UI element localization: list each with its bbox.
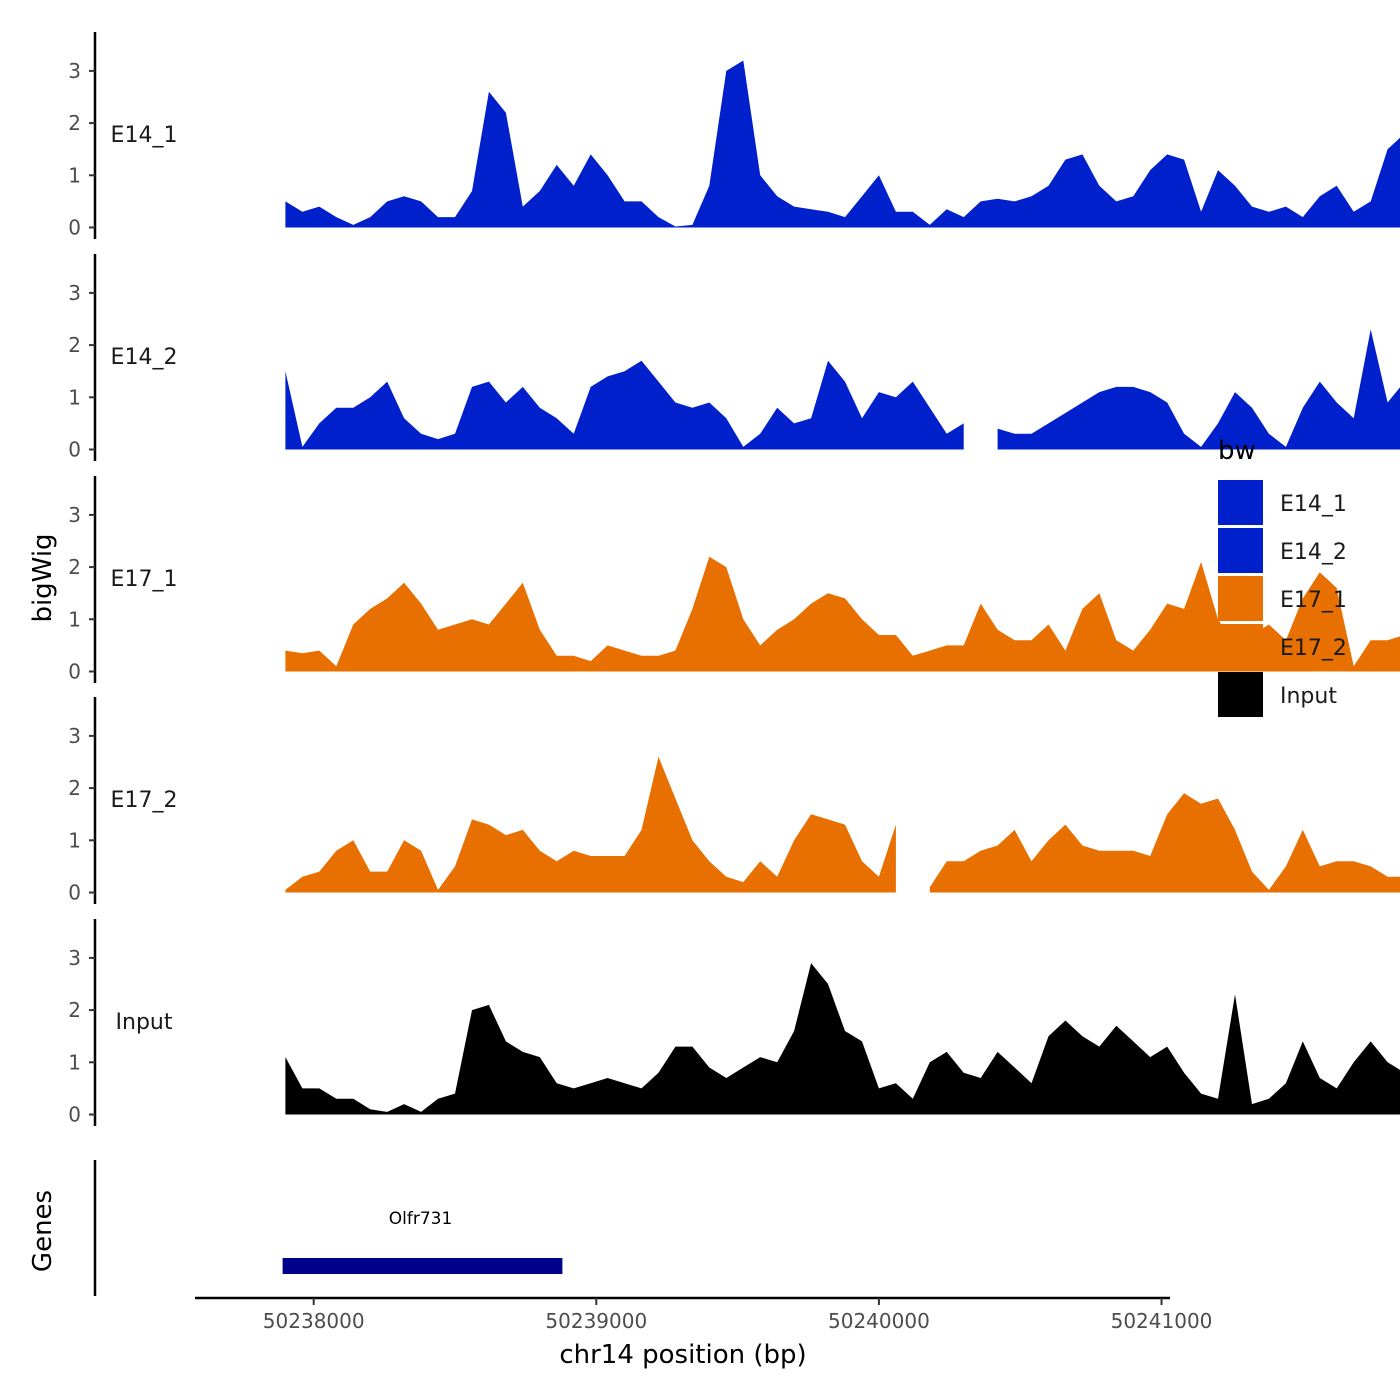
legend-label: E17_2 <box>1280 636 1347 661</box>
y-tick-label: 1 <box>68 163 81 187</box>
signal-area <box>285 60 1400 228</box>
y-tick-label: 2 <box>68 998 81 1022</box>
y-tick-label: 2 <box>68 776 81 800</box>
y-tick-label: 0 <box>68 216 81 240</box>
track-label: Input <box>116 1010 173 1035</box>
legend-swatch <box>1218 576 1263 621</box>
legend-swatch <box>1218 624 1263 669</box>
y-tick-label: 3 <box>68 281 81 305</box>
x-axis-title: chr14 position (bp) <box>559 1340 806 1370</box>
legend-swatch <box>1218 480 1263 525</box>
legend-swatch <box>1218 528 1263 573</box>
y-tick-label: 3 <box>68 724 81 748</box>
y-tick-label: 0 <box>68 881 81 905</box>
signal-area <box>285 556 1400 672</box>
track-panel-e17-2: 0 1 2 3 E17_2 <box>68 697 1400 905</box>
track-label: E17_1 <box>111 567 178 592</box>
y-tick-label: 2 <box>68 555 81 579</box>
y-tick-label: 1 <box>68 385 81 409</box>
x-axis: 50238000 50239000 50240000 50241000 <box>195 1296 1213 1333</box>
track-label: E14_2 <box>111 345 178 370</box>
signal-area <box>929 793 1400 893</box>
track-panel-e17-1: 0 1 2 3 E17_1 <box>68 476 1400 684</box>
legend-label: E14_2 <box>1280 540 1347 565</box>
gene-label: Olfr731 <box>389 1209 453 1229</box>
track-panel-input: 0 1 2 3 Input <box>68 919 1400 1127</box>
legend-label: E17_1 <box>1280 588 1347 613</box>
y-tick-label: 2 <box>68 111 81 135</box>
track-panel-e14-2: 0 1 2 3 E14_2 <box>68 254 1400 462</box>
legend-label: E14_1 <box>1280 492 1347 517</box>
signal-area <box>997 329 1400 450</box>
y-tick-label: 3 <box>68 503 81 527</box>
legend-swatch <box>1218 672 1263 717</box>
y-tick-label: 3 <box>68 946 81 970</box>
genes-axis-title: Genes <box>28 1190 58 1272</box>
genes-panel: Olfr731 <box>93 1160 563 1296</box>
y-tick-label: 3 <box>68 59 81 83</box>
legend: bw E14_1 E14_2 E17_1 E17_2 Input <box>1218 436 1347 717</box>
x-tick-label: 50239000 <box>545 1309 647 1333</box>
y-tick-label: 1 <box>68 1050 81 1074</box>
x-tick-label: 50241000 <box>1111 1309 1213 1333</box>
signal-area <box>285 756 896 893</box>
signal-area <box>285 963 1400 1115</box>
y-tick-label: 1 <box>68 828 81 852</box>
x-tick-label: 50238000 <box>263 1309 365 1333</box>
legend-title: bw <box>1218 436 1256 466</box>
track-label: E14_1 <box>111 123 178 148</box>
y-tick-label: 2 <box>68 333 81 357</box>
y-axis-title: bigWig <box>28 533 58 622</box>
y-tick-label: 1 <box>68 607 81 631</box>
y-tick-label: 0 <box>68 660 81 684</box>
legend-label: Input <box>1280 684 1337 709</box>
signal-area <box>285 360 964 450</box>
y-tick-label: 0 <box>68 1103 81 1127</box>
x-tick-label: 50240000 <box>828 1309 930 1333</box>
gene-bar <box>282 1258 563 1274</box>
y-tick-label: 0 <box>68 438 81 462</box>
track-label: E17_2 <box>111 788 178 813</box>
track-panels: 0 1 2 3 E14_1 0 1 2 3 E14_2 0 1 2 3 E17_1 0 1 2 3 E17_2 0 1 2 3… <box>68 32 1400 1127</box>
track-panel-e14-1: 0 1 2 3 E14_1 <box>68 32 1400 240</box>
